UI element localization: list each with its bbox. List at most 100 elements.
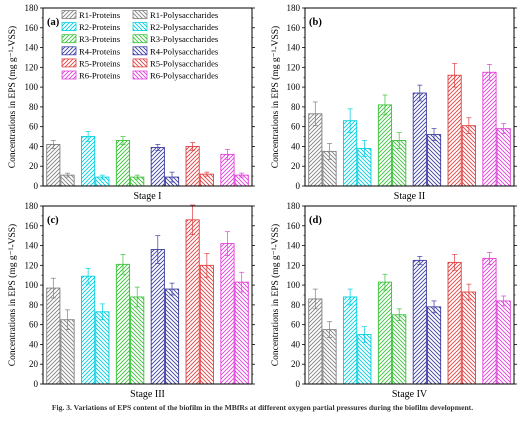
bar-R1-proteins xyxy=(46,287,61,385)
y-tick-label: 140 xyxy=(287,43,301,53)
bar-R5-polysaccharides xyxy=(199,264,214,385)
legend-swatch xyxy=(61,70,77,80)
legend-swatch xyxy=(132,46,148,56)
legend-swatch xyxy=(132,34,148,44)
legend-swatch xyxy=(61,34,77,44)
bar-R6-polysaccharides xyxy=(496,300,511,385)
y-tick-label: 60 xyxy=(291,320,301,330)
y-axis-label: Concentrations in EPS (mg g⁻¹-VSS) xyxy=(7,26,18,168)
y-axis-label: Concentrations in EPS (mg g⁻¹-VSS) xyxy=(270,224,281,366)
plot-frame xyxy=(304,205,515,385)
plot-frame xyxy=(42,7,253,187)
legend-swatch xyxy=(61,58,77,68)
bar-R6-proteins xyxy=(482,71,497,187)
plot-frame xyxy=(42,205,253,385)
bar-R1-proteins xyxy=(308,298,323,385)
y-tick-label: 40 xyxy=(291,339,301,349)
y-tick-label: 0 xyxy=(34,181,39,191)
legend-swatch xyxy=(61,46,77,56)
y-tick-label: 20 xyxy=(29,359,39,369)
legend-label: R2-Proteins xyxy=(79,22,121,32)
bar-R4-polysaccharides xyxy=(426,134,442,187)
legend-swatch xyxy=(132,58,148,68)
bar-R6-polysaccharides xyxy=(496,128,511,187)
legend-label: R5-Polysaccharides xyxy=(150,58,219,68)
x-axis-label: Stage IV xyxy=(392,389,428,400)
bar-R5-polysaccharides xyxy=(461,291,476,385)
legend-label: R1-Proteins xyxy=(79,10,121,20)
y-tick-label: 20 xyxy=(291,161,301,171)
bar-R4-proteins xyxy=(412,92,427,187)
bar-R3-proteins xyxy=(115,140,131,187)
y-tick-label: 120 xyxy=(25,260,39,270)
y-tick-label: 40 xyxy=(29,339,39,349)
bar-R4-polysaccharides xyxy=(164,288,180,385)
plot-frame xyxy=(304,7,515,187)
panel-3: 0 20 40 60 80 100 120 140 160 180 (c) Stage III Conc… xyxy=(7,201,255,400)
bar-R2-polysaccharides xyxy=(95,311,110,385)
y-tick-label: 20 xyxy=(291,359,301,369)
bar-R3-polysaccharides xyxy=(130,296,145,385)
bar-R2-proteins xyxy=(81,136,96,187)
y-tick-label: 60 xyxy=(29,122,39,132)
y-tick-label: 140 xyxy=(25,241,39,251)
panel-label: (b) xyxy=(309,17,322,28)
y-tick-label: 0 xyxy=(296,181,301,191)
y-tick-label: 160 xyxy=(287,23,301,33)
y-tick-label: 180 xyxy=(287,201,301,211)
panel-label: (c) xyxy=(47,215,59,226)
y-tick-label: 100 xyxy=(287,82,301,92)
legend-swatch xyxy=(132,10,148,19)
x-axis-label: Stage III xyxy=(130,389,165,400)
panel-label: (a) xyxy=(47,17,60,28)
legend-swatch xyxy=(61,22,77,32)
bar-R5-proteins xyxy=(185,219,200,385)
legend-label: R4-Proteins xyxy=(79,46,121,56)
y-tick-label: 0 xyxy=(34,379,39,389)
panel-1: 0 20 40 60 80 100 120 140 160 180 (a) Stage I Concen… xyxy=(7,3,255,202)
legend-label: R5-Proteins xyxy=(79,58,121,68)
legend-swatch xyxy=(132,22,148,32)
y-tick-label: 140 xyxy=(25,43,39,53)
legend-label: R4-Polysaccharides xyxy=(150,46,219,56)
legend-label: R3-Proteins xyxy=(79,34,121,44)
panel-label: (d) xyxy=(309,215,322,226)
bar-R3-proteins xyxy=(377,281,393,385)
legend-swatch xyxy=(61,10,77,19)
bar-R1-proteins xyxy=(46,144,61,187)
y-tick-label: 60 xyxy=(29,320,39,330)
bar-R3-proteins xyxy=(377,104,393,187)
bar-R2-proteins xyxy=(343,296,358,385)
y-tick-label: 0 xyxy=(296,379,301,389)
bar-R6-proteins xyxy=(220,243,235,385)
y-tick-label: 20 xyxy=(29,161,39,171)
y-axis-label: Concentrations in EPS (mg g⁻¹-VSS) xyxy=(270,26,281,168)
y-tick-label: 160 xyxy=(25,23,39,33)
y-tick-label: 80 xyxy=(29,102,39,112)
x-axis-label: Stage I xyxy=(133,191,161,202)
bar-R3-polysaccharides xyxy=(392,314,407,385)
legend-label: R6-Polysaccharides xyxy=(150,71,219,81)
bar-R6-proteins xyxy=(482,257,497,385)
bar-R4-proteins xyxy=(150,249,165,385)
panel-2: 0 20 40 60 80 100 120 140 160 180 (b) Stage II Conce… xyxy=(270,3,517,202)
y-tick-label: 180 xyxy=(25,3,39,13)
y-axis-label: Concentrations in EPS (mg g⁻¹-VSS) xyxy=(7,224,18,366)
legend-label: R3-Polysaccharides xyxy=(150,34,219,44)
y-tick-label: 160 xyxy=(287,221,301,231)
bar-R5-proteins xyxy=(447,261,462,385)
bar-R5-polysaccharides xyxy=(461,125,476,187)
y-tick-label: 180 xyxy=(287,3,301,13)
legend-label: R2-Polysaccharides xyxy=(150,22,219,32)
legend: R1-Proteins R1-Polysaccharides R2-Proteins… xyxy=(61,10,219,81)
y-tick-label: 120 xyxy=(287,62,301,72)
y-tick-label: 40 xyxy=(29,141,39,151)
figure-caption: Fig. 3. Variations of EPS content of the… xyxy=(51,403,474,412)
y-tick-label: 180 xyxy=(25,201,39,211)
y-tick-label: 80 xyxy=(291,102,301,112)
y-tick-label: 160 xyxy=(25,221,39,231)
legend-label: R1-Polysaccharides xyxy=(150,10,219,20)
y-tick-label: 140 xyxy=(287,241,301,251)
bar-R3-proteins xyxy=(115,263,131,385)
bar-R5-proteins xyxy=(185,145,200,187)
